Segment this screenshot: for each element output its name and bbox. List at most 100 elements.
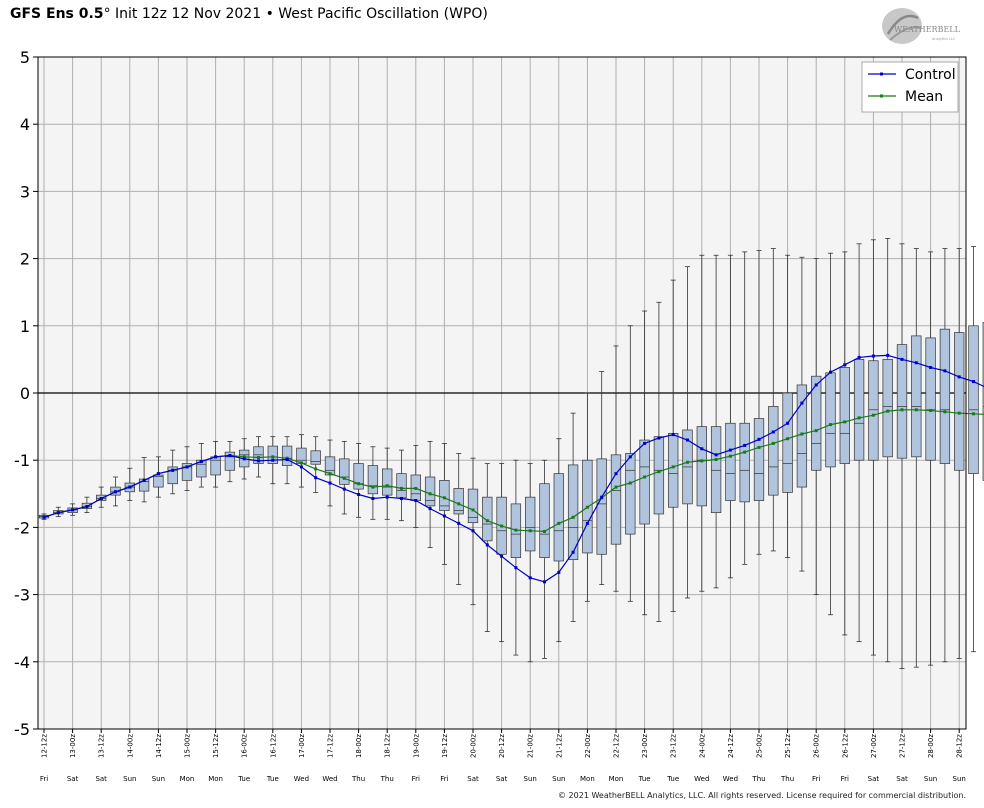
mean-series-point: [643, 475, 647, 479]
iqr-box: [668, 432, 679, 508]
iqr-box: [453, 488, 464, 515]
ensemble-box: [782, 254, 793, 559]
x-day-label: Wed: [294, 775, 309, 783]
ensemble-box: [696, 254, 707, 592]
ensemble-box: [382, 447, 393, 520]
control-series-point: [543, 580, 546, 584]
mean-series-point: [614, 485, 618, 489]
legend-control: Control: [868, 67, 956, 83]
control-series-point: [357, 492, 361, 496]
legend-control-marker: [880, 72, 883, 76]
x-day-label: Sun: [152, 775, 165, 783]
mean-series-point: [357, 482, 361, 486]
ensemble-box: [925, 251, 936, 666]
ensemble-box: [839, 251, 850, 636]
x-tick-label: 15-12z: [212, 734, 220, 758]
ensemble-box: [525, 463, 536, 663]
x-day-label: Fri: [812, 775, 820, 783]
ensemble-box: [625, 325, 636, 602]
mean-series-point: [271, 455, 275, 459]
control-series-point: [471, 529, 475, 533]
control-series-point: [714, 453, 718, 457]
mean-series-point: [728, 454, 732, 458]
y-tick-label: 4: [20, 115, 30, 134]
iqr-box: [596, 458, 607, 555]
mean-series-point: [557, 521, 561, 525]
ensemble-box: [539, 459, 550, 659]
iqr-box: [382, 468, 393, 496]
mean-series-point: [414, 486, 418, 490]
ensemble-box: [753, 250, 765, 555]
control-series-point: [943, 369, 947, 373]
control-series-point: [900, 357, 904, 361]
control-series-point: [757, 437, 761, 441]
mean-series-point: [400, 486, 403, 490]
x-tick-label: 14-12z: [155, 734, 163, 758]
ensemble-box: [296, 434, 307, 488]
ensemble-box: [439, 442, 450, 565]
mean-series-point: [314, 467, 318, 471]
ensemble-box: [224, 440, 236, 483]
iqr-box: [954, 332, 965, 471]
control-series-point: [972, 380, 975, 384]
ensemble-box: [968, 246, 979, 653]
iqr-box: [710, 426, 722, 513]
ensemble-box: [467, 457, 479, 606]
x-day-label: Mon: [208, 775, 223, 783]
mean-series-point: [299, 461, 303, 465]
x-day-label: Tue: [266, 775, 279, 783]
mean-series-point: [585, 505, 589, 509]
iqr-box: [167, 466, 178, 485]
x-tick-label: 13-00z: [69, 734, 77, 758]
mean-series-point: [800, 432, 804, 436]
ensemble-box: [939, 248, 951, 663]
mean-series-point: [914, 408, 918, 412]
iqr-box: [267, 445, 278, 464]
mean-series-point: [485, 519, 489, 523]
iqr-box: [653, 436, 665, 515]
iqr-box: [181, 463, 193, 481]
control-series-point: [214, 455, 218, 459]
iqr-box: [882, 359, 893, 458]
x-day-label: Sun: [924, 775, 937, 783]
x-day-label: Tue: [666, 775, 679, 783]
mean-series-point: [442, 496, 446, 500]
x-day-label: Sun: [552, 775, 565, 783]
mean-series-point: [829, 423, 832, 427]
iqr-box: [739, 422, 750, 503]
x-day-label: Fri: [412, 775, 420, 783]
weatherbell-logo: WEATHERBELL Analytics LLC: [882, 8, 961, 44]
control-series-point: [857, 355, 861, 359]
control-series-point: [614, 472, 618, 476]
ensemble-box: [811, 258, 822, 595]
ensemble-box: [682, 266, 693, 599]
logo-swirl-icon: [882, 8, 922, 44]
ensemble-box: [567, 412, 579, 622]
control-series-point: [743, 443, 747, 447]
control-series-point: [886, 353, 890, 357]
mean-series-point: [471, 508, 475, 512]
x-day-label: Sat: [467, 775, 479, 783]
x-tick-label: 24-00z: [698, 734, 706, 758]
ensemble-box: [167, 449, 178, 495]
x-tick-label: 19-00z: [412, 734, 420, 758]
x-tick-label: 27-00z: [870, 734, 878, 758]
mean-series-point: [700, 459, 704, 463]
iqr-box: [539, 483, 550, 558]
x-tick-label: 25-00z: [756, 734, 764, 758]
y-tick-label: 0: [20, 384, 30, 403]
x-tick-label: 25-12z: [784, 734, 792, 758]
x-axis: 12-12z Fri 13-00z Sat 13-12z Sat 14-00z Sun 14-1…: [40, 729, 966, 783]
x-day-label: Thu: [751, 775, 765, 783]
ensemble-box: [453, 453, 464, 585]
title-rest: Init 12z 12 Nov 2021 • West Pacific Osci…: [110, 6, 488, 22]
series-lines: [42, 353, 984, 584]
iqr-box: [224, 451, 236, 471]
x-tick-label: 17-12z: [327, 734, 335, 758]
x-tick-label: 13-12z: [98, 734, 106, 758]
control-series-point: [871, 354, 875, 358]
ensemble-box: [911, 248, 922, 668]
mean-series-point: [886, 409, 890, 413]
mean-series-point: [771, 441, 775, 445]
